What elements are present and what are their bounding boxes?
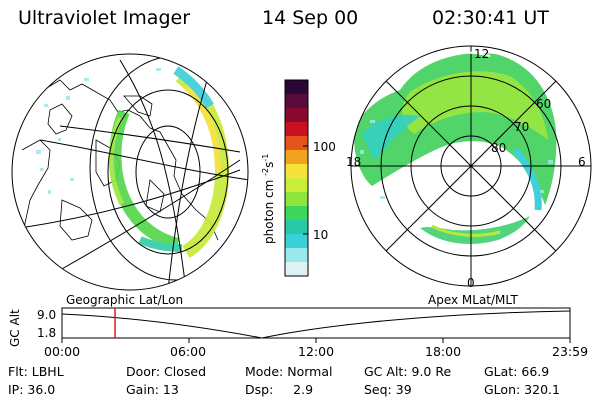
altitude-timeline [61,307,571,343]
geo-caption: Geographic Lat/Lon [66,293,184,307]
mlat-label-70: 70 [514,120,530,134]
geo-grid [19,55,248,290]
seq-info: Seq: 39 [364,382,412,397]
x-tick-2359: 23:59 [552,344,589,359]
geographic-map [11,53,249,291]
colorbar-swatch [285,94,308,109]
gc-alt-info: GC Alt: 9.0 Re [364,364,452,379]
colorbar-swatch [285,248,308,263]
polar-map [350,45,592,287]
mlt-label-6: 6 [578,155,586,169]
colorbar-swatch [285,178,308,193]
x-tick-1800: 18:00 [425,344,462,359]
instrument-title: Ultraviolet Imager [18,7,191,29]
x-tick-0600: 06:00 [170,344,207,359]
colorbar-border [284,79,309,277]
mlt-label-12: 12 [474,47,490,61]
colorbar [284,79,309,277]
colorbar-tick-10: 10 [313,228,329,242]
aurora-oval [108,66,230,259]
dsp-info: Dsp: 2.9 [245,382,314,397]
y-tick-top: 9.0 [37,308,57,322]
colorbar-swatch [285,164,308,179]
colorbar-swatch [285,108,308,123]
colorbar-swatch [285,234,308,249]
filter-info: Flt: LBHL [8,364,64,379]
colorbar-label: photon cm -2s-1 [261,153,276,244]
glat-info: GLat: 66.9 [484,364,550,379]
mode-info: Mode: Normal [245,364,333,379]
timeline-axis-label: GC Alt [8,309,22,347]
colorbar-swatch [285,206,308,221]
ip-info: IP: 36.0 [8,382,56,397]
colorbar-swatch [285,80,308,95]
colorbar-swatch [285,192,308,207]
mlt-label-0: 0 [467,276,475,290]
x-tick-1200: 12:00 [298,344,335,359]
mlt-label-18: 18 [346,155,362,169]
glon-info: GLon: 320.1 [484,382,560,397]
date-label: 14 Sep 00 [262,7,359,29]
apex-caption: Apex MLat/MLT [428,293,518,307]
mlat-label-80: 80 [491,141,507,155]
colorbar-swatch [285,122,308,137]
colorbar-swatch [285,262,308,277]
polar-aurora [354,53,557,244]
y-tick-bottom: 1.8 [37,326,57,340]
door-info: Door: Closed [126,364,207,379]
colorbar-swatch [285,220,308,235]
gain-info: Gain: 13 [126,382,179,397]
colorbar-tick-100: 100 [313,140,336,154]
colorbar-swatch [285,150,308,165]
colorbar-swatch [285,136,308,151]
x-tick-0000: 00:00 [44,344,81,359]
polar-grid [350,45,592,287]
mlat-label-60: 60 [536,97,552,111]
polar-speckle [360,120,553,199]
time-label: 02:30:41 UT [432,7,549,29]
